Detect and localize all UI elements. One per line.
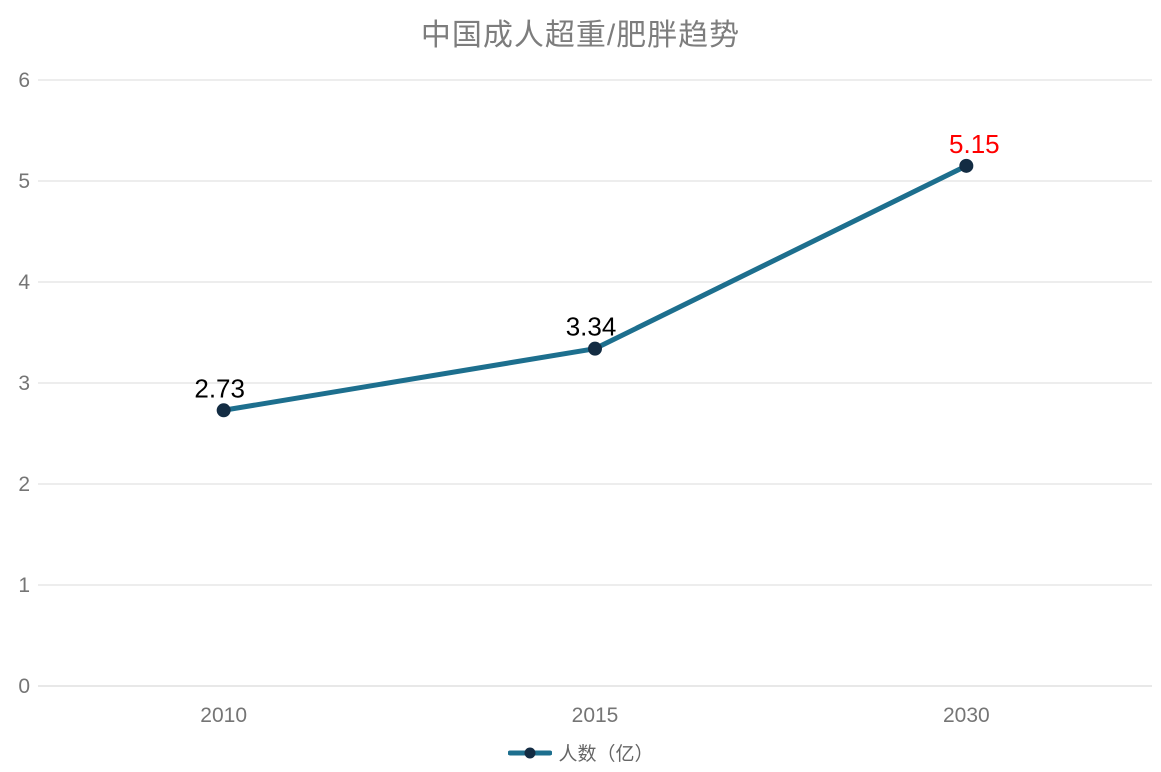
legend-item[interactable]: 人数（亿） <box>507 739 654 766</box>
x-tick-label[interactable]: 2015 <box>572 704 619 727</box>
y-tick-label: 5 <box>18 170 30 193</box>
legend-line-marker-icon <box>507 747 552 758</box>
x-tick-label[interactable]: 2010 <box>200 704 247 727</box>
data-point-marker[interactable] <box>959 158 974 173</box>
x-tick-label[interactable]: 2030 <box>943 704 990 727</box>
y-tick-label: 4 <box>18 271 30 294</box>
y-tick-label: 6 <box>18 69 30 92</box>
y-tick-label: 1 <box>18 574 30 597</box>
y-tick-label: 2 <box>18 473 30 496</box>
series-line <box>223 163 968 413</box>
y-tick-label: 0 <box>18 675 30 698</box>
data-point-label: 2.73 <box>194 373 245 403</box>
chart-title: 中国成人超重/肥胖趋势 <box>420 19 741 52</box>
data-point-marker[interactable] <box>216 403 231 418</box>
data-point-marker[interactable] <box>588 341 602 356</box>
data-point-label: 3.34 <box>566 312 617 342</box>
y-tick-label: 3 <box>18 372 30 395</box>
legend-label: 人数（亿） <box>558 744 654 765</box>
data-point-label: 5.15 <box>949 129 1000 159</box>
